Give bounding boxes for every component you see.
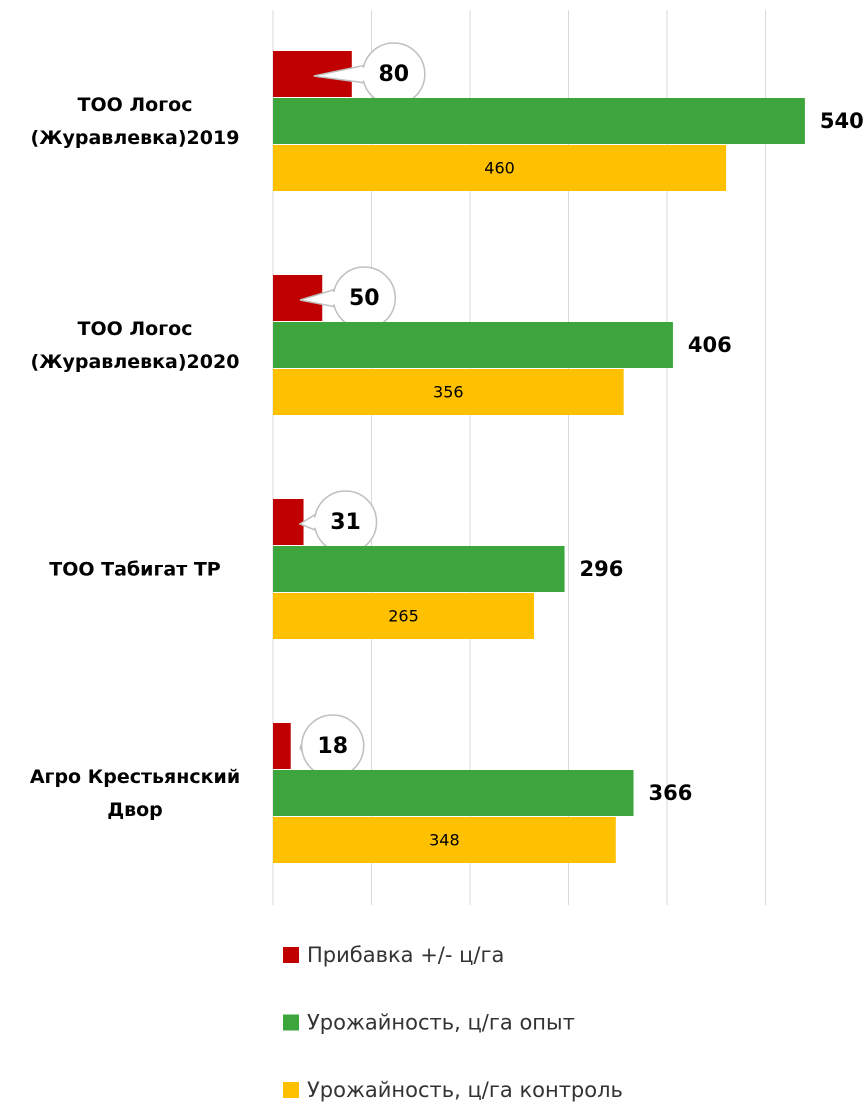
legend-swatch — [283, 1014, 299, 1031]
category-label: Агро Крестьянский Двор — [29, 765, 241, 821]
data-label: 460 — [484, 159, 515, 178]
data-label: 50 — [349, 286, 380, 311]
data-label: 80 — [378, 62, 409, 87]
category-label: ТОО Логос (Журавлевка)2019 — [30, 93, 240, 149]
bar — [273, 593, 535, 639]
data-label: 540 — [820, 109, 864, 133]
legend-label: Урожайность, ц/га контроль — [307, 1078, 623, 1102]
callout-pointer-fill — [303, 515, 320, 529]
data-label: 265 — [388, 607, 419, 626]
legend-label: Прибавка +/- ц/га — [307, 943, 504, 967]
bar — [273, 98, 805, 144]
bar — [273, 145, 727, 191]
data-label: 18 — [317, 734, 348, 759]
callout-pointer-fill — [316, 67, 368, 81]
bar — [273, 369, 624, 415]
legend-swatch — [283, 1082, 299, 1098]
category-label: ТОО Табигат ТР — [49, 558, 221, 580]
bar — [273, 723, 291, 769]
legend-label: Урожайность, ц/га опыт — [307, 1011, 575, 1035]
callout-pointer-fill — [303, 291, 339, 305]
callout-pointer-fill — [303, 739, 307, 753]
bar — [273, 499, 304, 545]
bar — [273, 770, 634, 816]
legend-swatch — [283, 947, 299, 963]
data-label: 31 — [330, 510, 361, 535]
bar — [273, 546, 565, 592]
data-label: 366 — [649, 781, 693, 805]
data-label: 406 — [688, 333, 732, 357]
bar — [273, 817, 616, 863]
category-label: ТОО Логос (Журавлевка)2020 — [30, 317, 240, 373]
data-label: 348 — [429, 831, 460, 850]
data-label: 356 — [433, 383, 464, 402]
data-label: 296 — [580, 557, 624, 581]
bar — [273, 322, 673, 368]
